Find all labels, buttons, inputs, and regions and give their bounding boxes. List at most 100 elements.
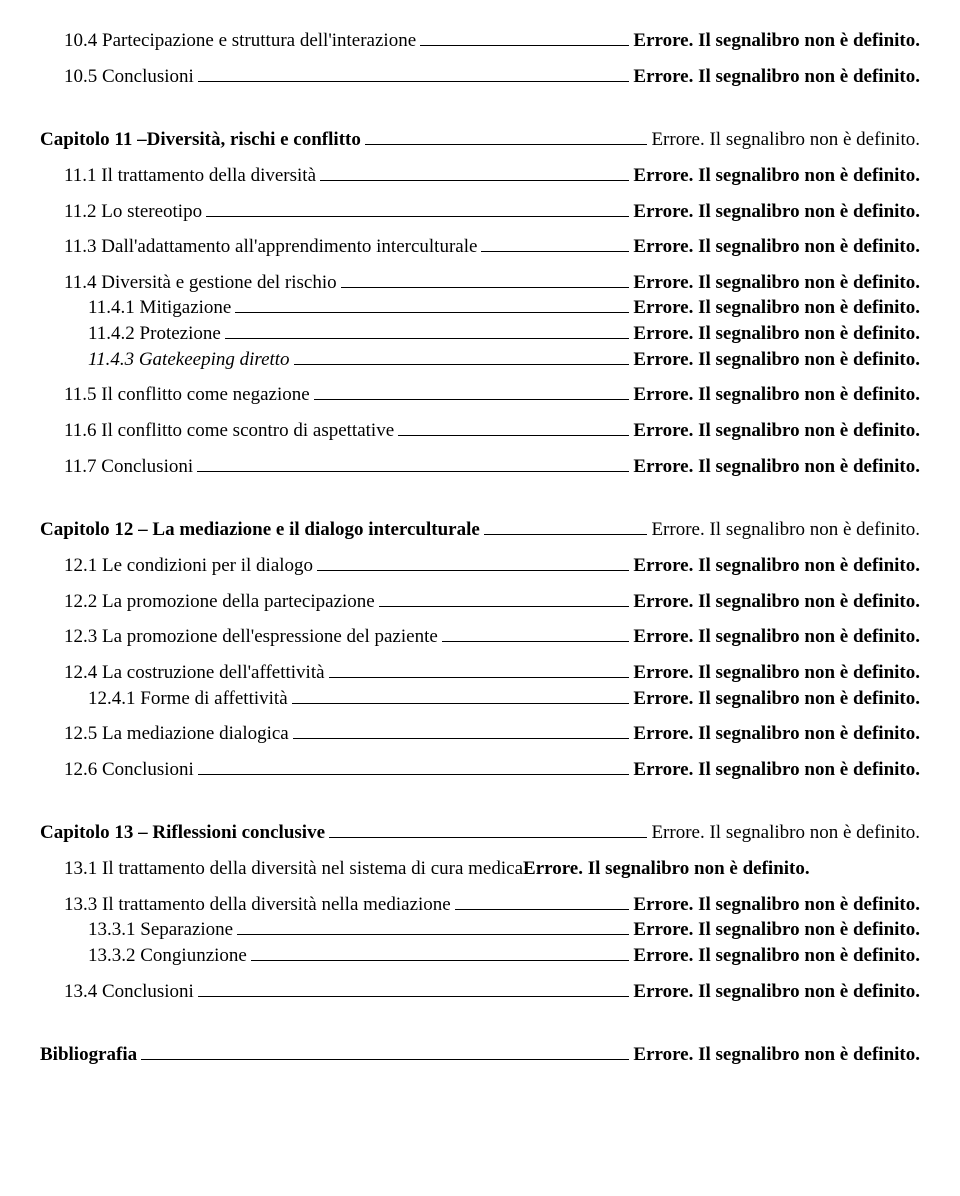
toc-entry: 11.4 Diversità e gestione del rischio Er… [40, 270, 920, 296]
toc-entry: Capitolo 11 –Diversità, rischi e conflit… [40, 127, 920, 153]
toc-leader [235, 296, 629, 313]
toc-page: Errore. Il segnalibro non è definito. [633, 163, 920, 189]
toc-entry: 12.4.1 Forme di affettività Errore. Il s… [40, 686, 920, 712]
toc-label: 13.1 Il trattamento della diversità nel … [64, 858, 523, 879]
toc-label: 12.4 La costruzione dell'affettività [64, 660, 325, 686]
toc-entry: 10.4 Partecipazione e struttura dell'int… [40, 28, 920, 54]
toc-leader [292, 686, 630, 703]
toc-page: Errore. Il segnalibro non è definito. [633, 624, 920, 650]
toc-entry: 12.4 La costruzione dell'affettività Err… [40, 660, 920, 686]
toc-leader [251, 944, 630, 961]
toc-entry: 11.6 Il conflitto come scontro di aspett… [40, 418, 920, 444]
toc-entry: 12.5 La mediazione dialogica Errore. Il … [40, 721, 920, 747]
toc-leader [294, 348, 630, 365]
toc-label: Bibliografia [40, 1042, 137, 1068]
toc-label: 13.3 Il trattamento della diversità nell… [64, 892, 451, 918]
toc-leader [455, 893, 630, 910]
toc-label: 12.3 La promozione dell'espressione del … [64, 624, 438, 650]
toc-leader [225, 322, 630, 339]
toc-leader [484, 518, 648, 535]
toc-leader [206, 199, 629, 216]
toc-leader [314, 383, 630, 400]
toc-entry: 13.3.2 Congiunzione Errore. Il segnalibr… [40, 943, 920, 969]
toc-entry: 12.1 Le condizioni per il dialogo Errore… [40, 553, 920, 579]
toc-label: 11.3 Dall'adattamento all'apprendimento … [64, 234, 477, 260]
toc-leader [329, 661, 630, 678]
toc-leader [198, 980, 630, 997]
toc-label: 11.4 Diversità e gestione del rischio [64, 270, 337, 296]
toc-page: Errore. Il segnalibro non è definito. [523, 858, 810, 879]
table-of-contents: 10.4 Partecipazione e struttura dell'int… [40, 28, 920, 1068]
toc-label: Capitolo 11 –Diversità, rischi e conflit… [40, 127, 361, 153]
toc-leader [329, 821, 647, 838]
toc-page: Errore. Il segnalibro non è definito. [651, 517, 920, 543]
toc-leader [197, 455, 629, 472]
toc-leader [481, 235, 629, 252]
toc-page: Errore. Il segnalibro non è definito. [633, 270, 920, 296]
toc-label: 12.6 Conclusioni [64, 757, 194, 783]
toc-entry: 11.2 Lo stereotipo Errore. Il segnalibro… [40, 199, 920, 225]
toc-entry: 11.3 Dall'adattamento all'apprendimento … [40, 234, 920, 260]
toc-page: Errore. Il segnalibro non è definito. [633, 660, 920, 686]
toc-leader [442, 625, 630, 642]
toc-label: 12.1 Le condizioni per il dialogo [64, 553, 313, 579]
toc-leader [320, 164, 629, 181]
toc-leader [365, 128, 648, 145]
toc-page: Errore. Il segnalibro non è definito. [633, 454, 920, 480]
toc-entry: 11.4.2 Protezione Errore. Il segnalibro … [40, 321, 920, 347]
toc-leader [317, 554, 629, 571]
toc-page: Errore. Il segnalibro non è definito. [633, 382, 920, 408]
toc-page: Errore. Il segnalibro non è definito. [633, 199, 920, 225]
toc-label: 11.1 Il trattamento della diversità [64, 163, 316, 189]
toc-leader [341, 271, 630, 288]
toc-entry: Capitolo 13 – Riflessioni conclusive Err… [40, 820, 920, 846]
toc-entry: 11.1 Il trattamento della diversità Erro… [40, 163, 920, 189]
toc-page: Errore. Il segnalibro non è definito. [651, 820, 920, 846]
toc-leader [198, 65, 630, 82]
toc-entry: 11.7 Conclusioni Errore. Il segnalibro n… [40, 454, 920, 480]
toc-leader [141, 1043, 629, 1060]
toc-label: 11.4.3 Gatekeeping diretto [88, 347, 290, 373]
toc-entry: 12.2 La promozione della partecipazione … [40, 589, 920, 615]
toc-entry: 13.1 Il trattamento della diversità nel … [40, 856, 920, 882]
toc-label: 12.5 La mediazione dialogica [64, 721, 289, 747]
toc-entry: 13.3 Il trattamento della diversità nell… [40, 892, 920, 918]
toc-label: 10.4 Partecipazione e struttura dell'int… [64, 28, 416, 54]
toc-page: Errore. Il segnalibro non è definito. [633, 347, 920, 373]
toc-page: Errore. Il segnalibro non è definito. [633, 234, 920, 260]
toc-page: Errore. Il segnalibro non è definito. [633, 892, 920, 918]
toc-entry: 11.5 Il conflitto come negazione Errore.… [40, 382, 920, 408]
toc-label: 12.2 La promozione della partecipazione [64, 589, 375, 615]
toc-page: Errore. Il segnalibro non è definito. [633, 553, 920, 579]
toc-page: Errore. Il segnalibro non è definito. [633, 686, 920, 712]
toc-page: Errore. Il segnalibro non è definito. [633, 979, 920, 1005]
toc-page: Errore. Il segnalibro non è definito. [633, 721, 920, 747]
toc-entry: 13.4 Conclusioni Errore. Il segnalibro n… [40, 979, 920, 1005]
toc-page: Errore. Il segnalibro non è definito. [633, 757, 920, 783]
toc-page: Errore. Il segnalibro non è definito. [633, 418, 920, 444]
toc-label: 12.4.1 Forme di affettività [88, 686, 288, 712]
toc-entry: Bibliografia Errore. Il segnalibro non è… [40, 1042, 920, 1068]
toc-page: Errore. Il segnalibro non è definito. [651, 127, 920, 153]
toc-label: 11.4.2 Protezione [88, 321, 221, 347]
toc-label: 11.2 Lo stereotipo [64, 199, 202, 225]
toc-entry: 13.3.1 Separazione Errore. Il segnalibro… [40, 917, 920, 943]
toc-page: Errore. Il segnalibro non è definito. [633, 1042, 920, 1068]
toc-page: Errore. Il segnalibro non è definito. [633, 589, 920, 615]
toc-entry: Capitolo 12 – La mediazione e il dialogo… [40, 517, 920, 543]
toc-leader [198, 758, 630, 775]
toc-label: 11.7 Conclusioni [64, 454, 193, 480]
toc-entry: 12.6 Conclusioni Errore. Il segnalibro n… [40, 757, 920, 783]
toc-label: Capitolo 12 – La mediazione e il dialogo… [40, 517, 480, 543]
toc-leader [398, 419, 629, 436]
toc-entry: 11.4.1 Mitigazione Errore. Il segnalibro… [40, 295, 920, 321]
toc-label: 11.5 Il conflitto come negazione [64, 382, 310, 408]
toc-label: 11.4.1 Mitigazione [88, 295, 231, 321]
toc-entry: 10.5 Conclusioni Errore. Il segnalibro n… [40, 64, 920, 90]
toc-label: 13.3.2 Congiunzione [88, 943, 247, 969]
toc-page: Errore. Il segnalibro non è definito. [633, 64, 920, 90]
toc-leader [420, 29, 629, 46]
toc-label: 13.4 Conclusioni [64, 979, 194, 1005]
toc-leader [293, 722, 630, 739]
toc-label: Capitolo 13 – Riflessioni conclusive [40, 820, 325, 846]
